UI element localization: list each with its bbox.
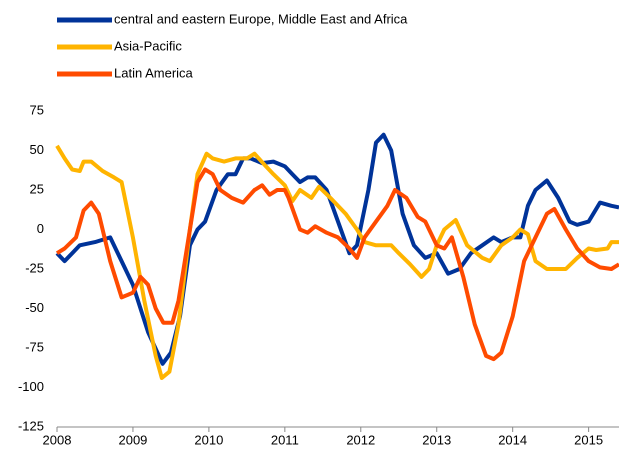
legend-label: central and eastern Europe, Middle East …	[114, 11, 408, 26]
series-line	[55, 144, 619, 380]
x-tick-label: 2009	[118, 432, 147, 447]
x-tick-label: 2010	[194, 432, 223, 447]
y-tick-label: 75	[30, 102, 44, 117]
y-tick-label: 25	[30, 181, 44, 196]
y-tick-label: 50	[30, 142, 44, 157]
series-line	[55, 167, 619, 362]
series-line	[55, 132, 619, 366]
x-tick-label: 2015	[574, 432, 603, 447]
x-tick-label: 2013	[422, 432, 451, 447]
x-tick-label: 2011	[271, 432, 299, 447]
x-tick-label: 2014	[498, 432, 527, 447]
y-tick-label: -25	[25, 260, 44, 275]
x-tick-label: 2012	[346, 432, 375, 447]
y-tick-label: 0	[37, 221, 44, 236]
x-tick-label: 2008	[43, 432, 72, 447]
y-tick-label: -50	[25, 300, 44, 315]
y-tick-label: -125	[18, 418, 44, 433]
y-tick-label: -100	[18, 379, 44, 394]
legend-label: Latin America	[114, 65, 194, 80]
y-tick-label: -75	[25, 339, 44, 354]
legend-label: Asia-Pacific	[114, 38, 182, 53]
